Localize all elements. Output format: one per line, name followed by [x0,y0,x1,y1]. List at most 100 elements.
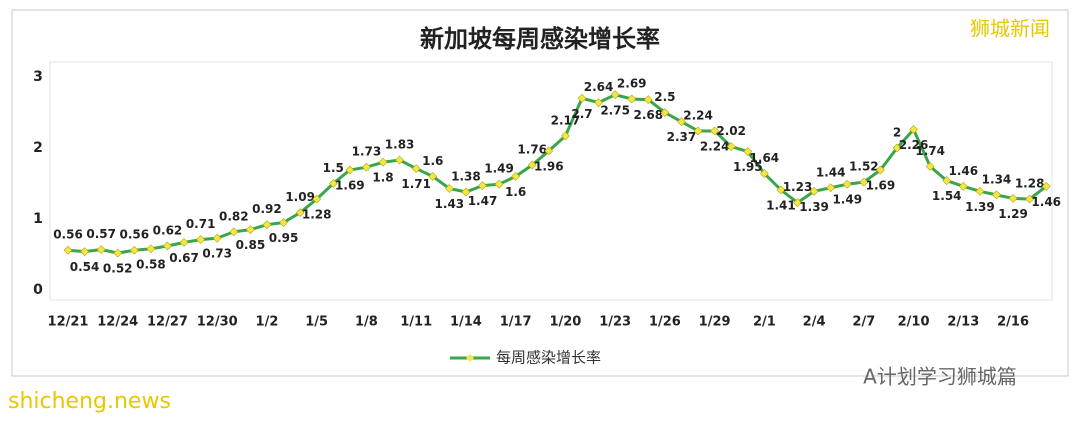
data-label: 0.52 [103,262,133,276]
data-label: 2.7 [571,107,592,121]
data-label: 1.09 [285,190,315,204]
point [262,220,272,230]
data-label: 2.17 [551,113,581,127]
point [494,179,504,189]
y-tick-label: 3 [33,69,43,85]
data-label: 1.71 [401,177,431,191]
point [743,147,753,156]
point [759,169,769,178]
data-label: 2.26 [899,138,929,152]
x-tick-label: 2/10 [898,315,930,330]
plot-area [49,61,1053,301]
data-label: 0.85 [236,238,266,252]
point [362,162,371,172]
point [975,186,985,196]
y-tick-label: 1 [33,211,43,227]
data-label: 1.28 [302,208,332,222]
point [478,181,487,191]
point [875,165,885,175]
point [96,245,106,254]
data-label: 0.56 [53,228,83,242]
data-label: 1.74 [915,144,945,158]
point [677,117,686,127]
data-label: 1.52 [849,160,879,174]
data-label: 1.49 [484,162,514,176]
x-tick-label: 1/29 [699,315,731,330]
data-label: 0.58 [136,257,166,271]
x-tick-label: 1/8 [355,315,378,330]
point [892,143,902,153]
data-label: 1.47 [468,194,498,208]
data-label: 1.5 [323,161,344,175]
point [793,198,802,208]
watermark: 狮城新闻 [970,17,1050,41]
data-label: 1.38 [451,170,481,184]
y-tick-label: 0 [33,282,43,298]
data-label: 1.64 [750,151,780,165]
point [809,186,819,196]
data-label: 1.73 [352,145,382,159]
data-label: 0.71 [186,217,216,231]
data-label: 1.6 [505,185,526,199]
x-tick-label: 2/7 [852,315,875,330]
point [428,171,438,181]
data-label: 0.67 [169,251,199,265]
data-label: 1.46 [1031,195,1061,209]
data-label: 0.82 [219,209,249,223]
x-tick-label: 1/17 [500,315,532,330]
point [942,176,952,186]
data-label: 1.39 [965,200,995,214]
data-label: 0.95 [269,231,299,245]
data-label: 1.8 [372,171,393,185]
point [925,162,935,171]
point [544,146,554,156]
legend-label: 每周感染增长率 [496,349,601,367]
data-label: 1.49 [832,193,862,207]
data-label: 0.62 [153,223,183,237]
point [776,185,786,195]
chart-frame [11,9,1069,377]
data-label: 2.5 [654,90,675,104]
point [909,125,919,134]
x-tick-label: 1/14 [450,315,482,330]
point [594,98,603,107]
data-label: 1.23 [783,180,813,194]
point [992,190,1001,200]
point [527,160,537,170]
point [859,177,869,187]
point [129,245,139,255]
point [395,155,405,165]
data-label: 1.83 [385,138,415,152]
data-label: 2.24 [700,139,730,153]
data-label: 2.64 [584,80,614,94]
data-label: 2.75 [600,103,630,117]
data-label: 0.54 [70,260,100,274]
data-label: 1.34 [982,172,1012,186]
point [1025,194,1035,204]
point [842,179,852,189]
point [179,238,189,247]
point [245,225,255,235]
point [710,126,720,136]
point [1041,181,1051,191]
data-label: 2 [893,126,901,140]
x-tick-label: 2/13 [947,315,979,330]
data-label: 1.69 [866,179,896,193]
chart-title: 新加坡每周感染增长率 [420,25,660,53]
point [378,157,388,167]
data-label: 1.44 [816,165,846,179]
legend-marker [466,354,474,362]
point [345,165,355,175]
point [560,131,570,141]
x-tick-label: 1/5 [305,315,328,330]
point [826,183,836,193]
point [411,164,421,174]
point [444,184,454,193]
data-label: 0.92 [252,202,282,216]
data-label: 0.57 [86,227,116,241]
x-tick-label: 1/26 [649,315,681,330]
x-tick-label: 2/16 [997,315,1029,330]
x-tick-label: 2/1 [753,315,776,330]
x-tick-label: 12/27 [147,315,188,330]
data-label: 1.39 [799,200,829,214]
